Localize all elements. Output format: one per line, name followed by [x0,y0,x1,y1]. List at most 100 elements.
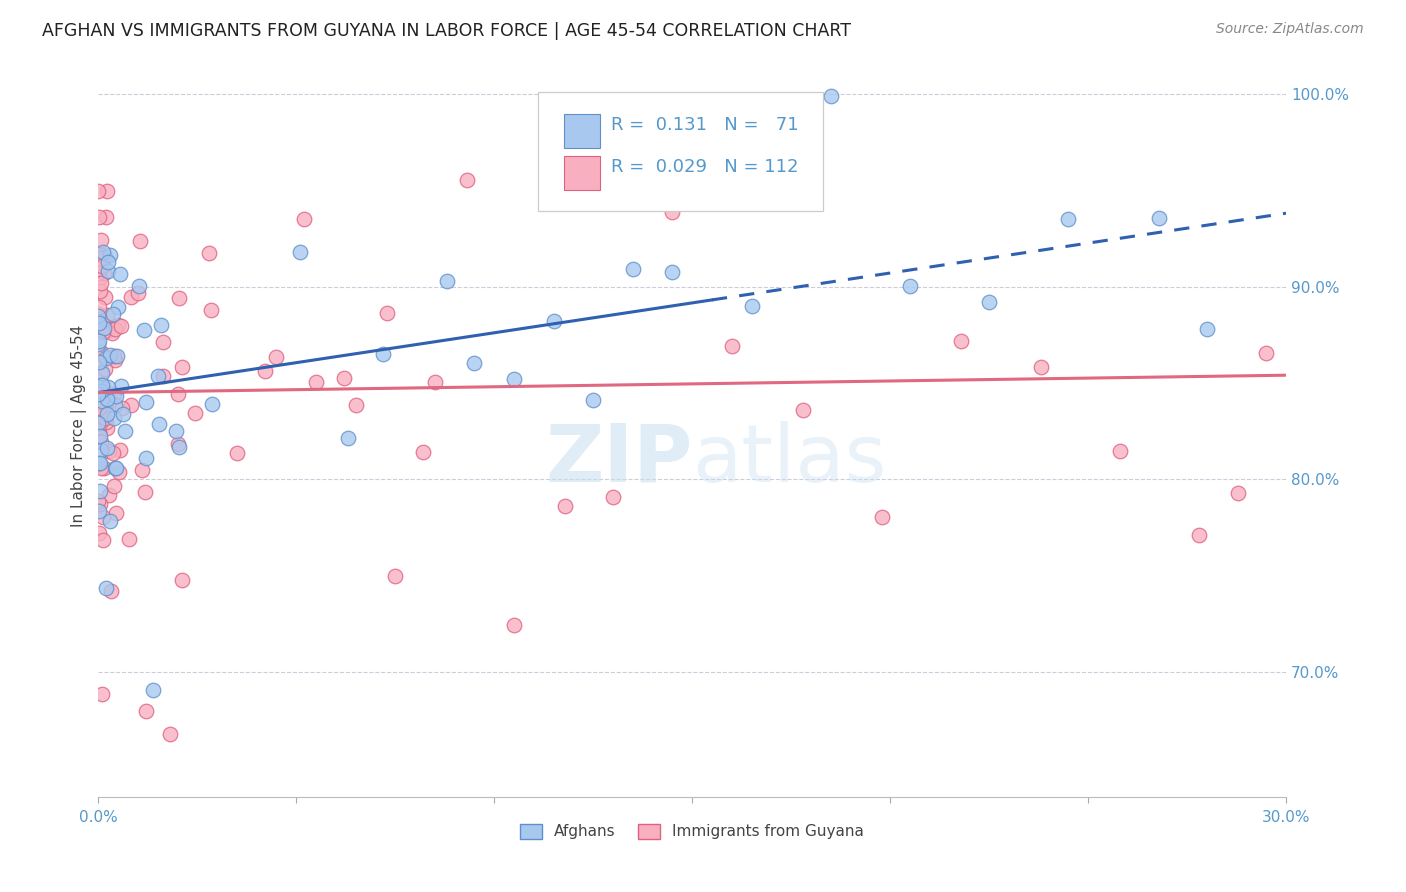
Point [146,368,169,383]
Point [96,184,118,198]
Point [554,499,576,513]
Point [543,314,565,328]
Point [720,339,742,353]
Point [582,392,605,407]
Point [870,510,893,524]
Point [91,325,114,339]
Point [103,387,125,401]
Point [167,437,190,451]
Point [87,354,110,368]
Point [90,233,112,247]
Point [87,386,110,401]
Point [89,401,111,415]
Point [602,490,624,504]
Text: R =  0.029   N = 112: R = 0.029 N = 112 [612,158,799,176]
Point [94,399,117,413]
Point [89,504,111,518]
Point [96,308,118,322]
Point [98,488,121,502]
Point [91,393,114,408]
Point [87,184,110,198]
Point [90,321,112,335]
Point [117,532,139,546]
Text: AFGHAN VS IMMIGRANTS FROM GUYANA IN LABOR FORCE | AGE 45-54 CORRELATION CHART: AFGHAN VS IMMIGRANTS FROM GUYANA IN LABO… [42,22,851,40]
Point [87,434,110,449]
Point [253,364,276,378]
Point [97,388,120,402]
Point [103,307,125,321]
Point [90,368,112,382]
Point [90,443,112,458]
Point [134,484,156,499]
Point [96,392,118,406]
Point [93,461,115,475]
Point [456,172,478,186]
Point [129,234,152,248]
Point [90,377,112,392]
Point [661,265,683,279]
Legend: Afghans, Immigrants from Guyana: Afghans, Immigrants from Guyana [515,818,870,846]
Point [91,248,114,262]
Point [741,299,763,313]
Text: ZIP: ZIP [546,421,692,499]
Point [104,398,127,412]
Point [93,410,115,425]
Point [89,284,111,298]
Point [792,403,814,417]
Point [135,450,157,465]
Point [94,361,117,376]
Point [91,244,114,259]
Y-axis label: In Labor Force | Age 45-54: In Labor Force | Age 45-54 [72,326,87,527]
FancyBboxPatch shape [537,92,823,211]
Point [121,398,143,412]
Point [950,334,973,349]
Point [93,383,115,397]
Point [87,337,110,351]
Point [159,727,181,741]
Point [91,510,114,524]
Point [87,378,110,392]
Point [169,291,191,305]
Point [463,356,485,370]
Point [90,276,112,290]
Point [423,376,446,390]
Point [104,461,127,475]
Point [90,384,112,398]
Point [1057,212,1080,227]
Point [98,348,121,362]
Point [87,316,110,330]
Point [87,210,110,224]
Point [90,252,112,266]
Point [93,321,115,335]
Point [110,319,132,334]
Point [201,397,224,411]
Point [87,416,110,430]
Point [94,290,117,304]
Point [898,279,921,293]
Point [200,302,222,317]
Point [90,434,112,449]
Point [90,348,112,362]
Bar [564,156,599,190]
Point [150,318,173,333]
Point [820,89,842,103]
Point [436,274,458,288]
Point [97,379,120,393]
Point [977,294,1000,309]
Point [87,301,110,315]
Point [93,319,115,334]
Point [97,263,120,277]
Point [108,465,131,479]
Point [170,573,193,587]
Point [110,267,132,281]
Point [91,533,114,548]
Point [94,351,117,366]
Point [107,300,129,314]
Point [111,401,134,416]
Point [170,360,193,375]
Point [336,431,359,445]
Point [103,479,125,493]
Point [621,262,644,277]
Point [87,266,110,280]
Text: Source: ZipAtlas.com: Source: ZipAtlas.com [1216,22,1364,37]
